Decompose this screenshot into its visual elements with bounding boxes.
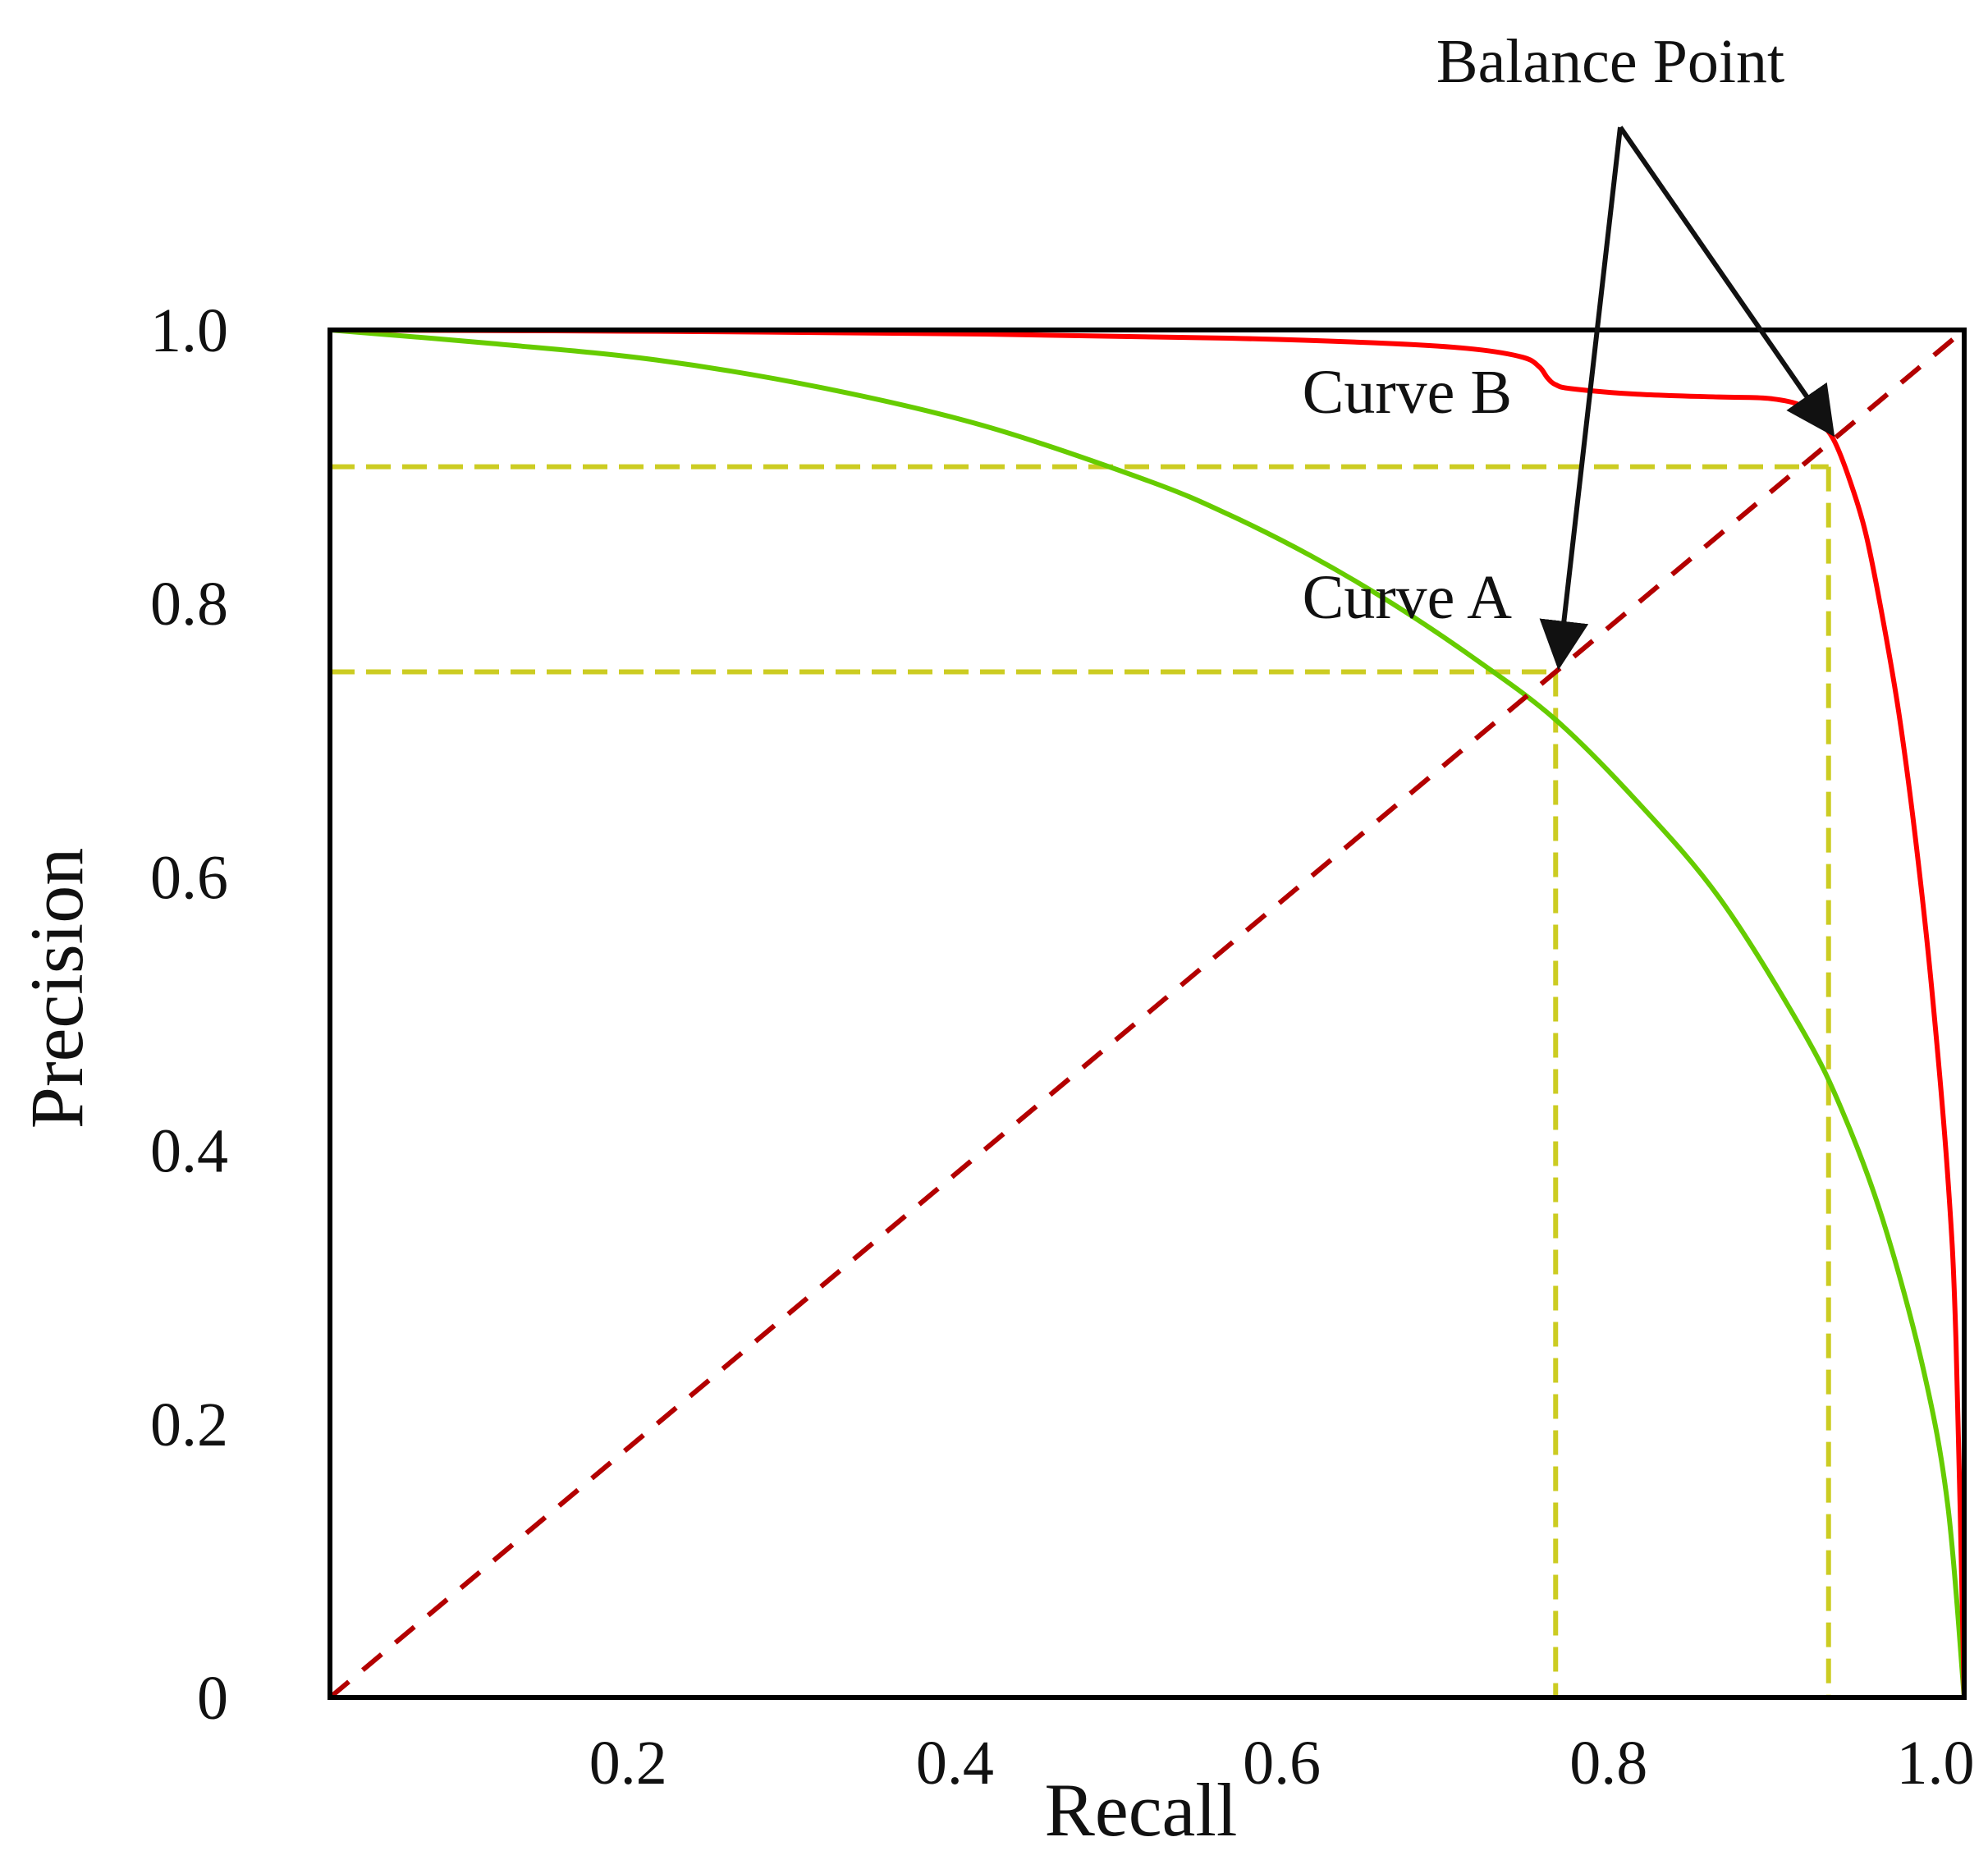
y-tick-label: 0.8	[150, 570, 228, 639]
y-axis-title: Precision	[15, 848, 98, 1129]
y-tick-label: 0.2	[150, 1390, 228, 1459]
reference-lines	[330, 464, 1831, 1697]
annotations-group	[1539, 126, 1835, 671]
series-group	[328, 328, 1967, 1700]
series-line-curve-b	[329, 328, 1967, 1698]
curve-b-label: Curve B	[1303, 358, 1512, 427]
balance-point-arrow-1	[1539, 126, 1623, 671]
series-line-balance-line-p-r	[328, 328, 1966, 1700]
plot-border	[328, 328, 1967, 1700]
curve-a-label: Curve A	[1303, 563, 1513, 632]
x-tick-label: 0.6	[1243, 1729, 1321, 1798]
y-tick-labels: 0 0.2 0.4 0.6 0.8 1.0	[150, 296, 228, 1733]
x-tick-label: 0.8	[1569, 1729, 1647, 1798]
y-tick-label: 1.0	[150, 296, 228, 365]
y-tick-label: 0	[197, 1664, 228, 1733]
y-tick-label: 0.4	[150, 1117, 228, 1186]
balance-point-label: Balance Point	[1436, 27, 1784, 96]
x-axis-title: Recall	[1045, 1768, 1238, 1852]
y-tick-label: 0.6	[150, 843, 228, 912]
plot-frame	[328, 328, 1967, 1700]
x-tick-label: 0.2	[589, 1729, 667, 1798]
series-line-curve-a	[329, 328, 1967, 1698]
x-tick-label: 0.4	[916, 1729, 994, 1798]
x-tick-label: 1.0	[1897, 1729, 1975, 1798]
balance-point-arrow-2	[1618, 126, 1835, 438]
x-tick-labels: 0.2 0.4 0.6 0.8 1.0	[589, 1729, 1975, 1798]
